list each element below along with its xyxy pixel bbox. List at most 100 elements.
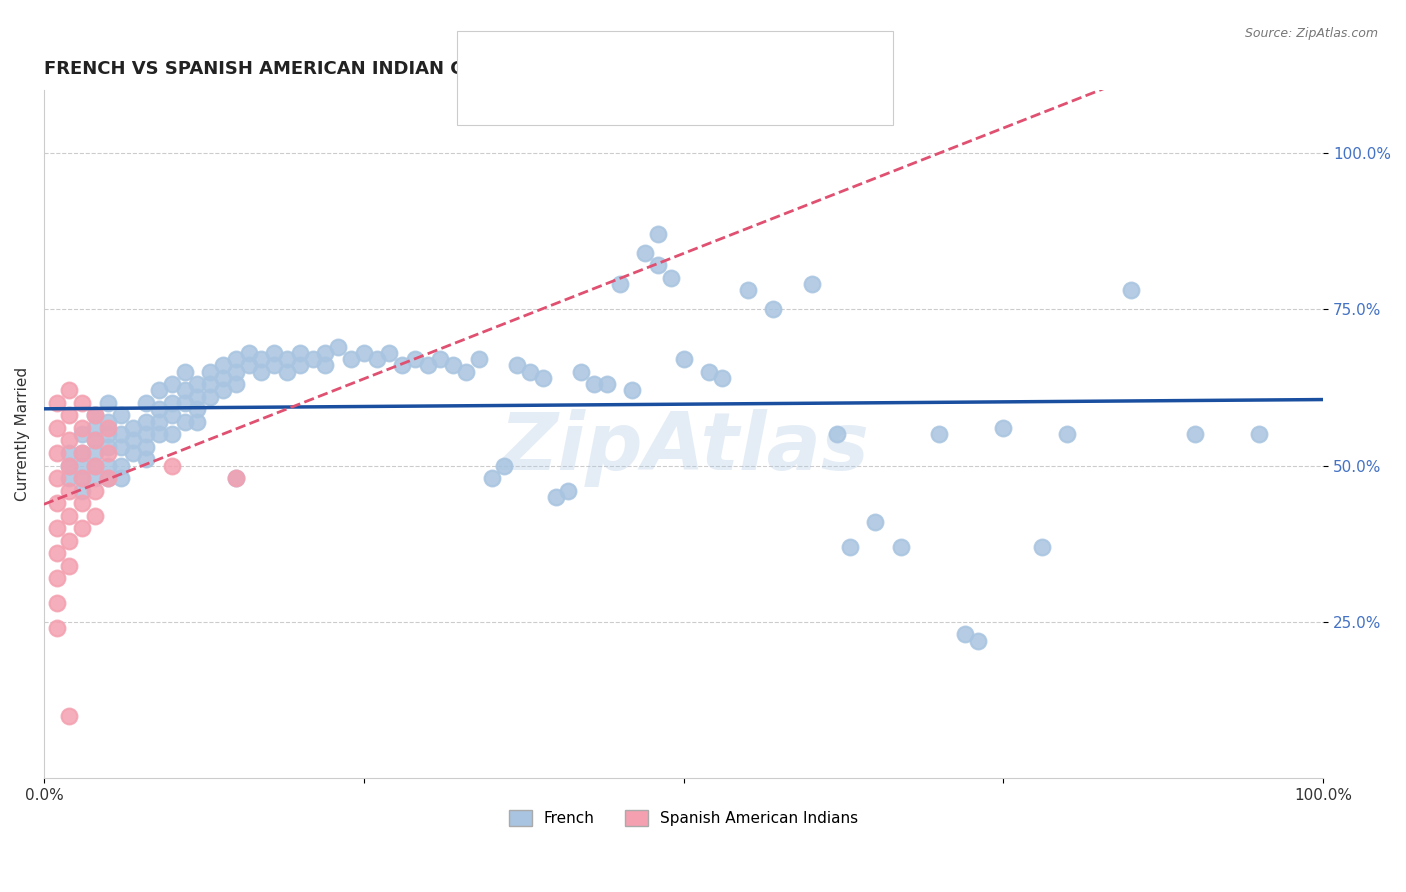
Point	[72, 396, 94, 410]
Point	[135, 396, 157, 410]
Text: 0.131: 0.131	[551, 87, 603, 104]
Point	[1056, 427, 1078, 442]
Text: 35: 35	[652, 87, 675, 104]
Point	[58, 458, 80, 473]
Point	[557, 483, 579, 498]
Point	[97, 458, 120, 473]
Point	[173, 365, 195, 379]
Point	[263, 346, 285, 360]
Point	[122, 434, 145, 448]
Point	[45, 496, 67, 510]
Point	[353, 346, 375, 360]
Point	[58, 409, 80, 423]
Point	[865, 515, 887, 529]
Point	[72, 521, 94, 535]
Point	[84, 409, 107, 423]
Point	[84, 458, 107, 473]
Point	[569, 365, 592, 379]
Point	[148, 384, 170, 398]
Point	[110, 409, 132, 423]
Text: N =: N =	[617, 51, 654, 69]
Point	[531, 371, 554, 385]
Point	[276, 365, 298, 379]
Point	[276, 352, 298, 367]
Point	[58, 471, 80, 485]
Point	[122, 421, 145, 435]
Text: 0.172: 0.172	[551, 51, 603, 69]
Point	[45, 421, 67, 435]
Point	[225, 377, 247, 392]
Point	[710, 371, 733, 385]
Point	[212, 371, 235, 385]
Point	[84, 458, 107, 473]
Point	[84, 421, 107, 435]
Point	[45, 471, 67, 485]
Text: 112: 112	[652, 51, 688, 69]
Point	[58, 458, 80, 473]
Point	[928, 427, 950, 442]
Point	[72, 483, 94, 498]
Point	[225, 471, 247, 485]
Point	[72, 458, 94, 473]
Point	[58, 558, 80, 573]
Point	[97, 446, 120, 460]
Point	[72, 446, 94, 460]
Point	[45, 621, 67, 635]
Point	[84, 471, 107, 485]
Point	[225, 471, 247, 485]
Point	[97, 421, 120, 435]
Point	[110, 427, 132, 442]
Point	[72, 421, 94, 435]
Point	[45, 596, 67, 610]
Point	[340, 352, 363, 367]
Point	[659, 271, 682, 285]
Text: R =: R =	[516, 51, 553, 69]
Point	[468, 352, 491, 367]
Point	[186, 415, 208, 429]
Point	[160, 427, 183, 442]
Point	[186, 402, 208, 417]
Point	[212, 384, 235, 398]
Point	[58, 446, 80, 460]
Point	[647, 259, 669, 273]
Point	[238, 346, 260, 360]
Point	[58, 483, 80, 498]
Point	[72, 471, 94, 485]
Point	[45, 396, 67, 410]
Point	[173, 384, 195, 398]
Point	[135, 452, 157, 467]
Point	[84, 409, 107, 423]
Point	[200, 365, 222, 379]
Point	[135, 440, 157, 454]
Point	[454, 365, 477, 379]
Point	[378, 346, 401, 360]
Point	[97, 396, 120, 410]
Point	[800, 277, 823, 292]
Point	[84, 446, 107, 460]
Point	[148, 427, 170, 442]
Point	[328, 340, 350, 354]
Point	[212, 359, 235, 373]
Point	[72, 427, 94, 442]
Point	[97, 415, 120, 429]
Point	[314, 346, 336, 360]
Point	[314, 359, 336, 373]
Point	[200, 390, 222, 404]
Point	[697, 365, 720, 379]
Point	[160, 377, 183, 392]
Point	[110, 471, 132, 485]
Point	[186, 390, 208, 404]
Point	[301, 352, 323, 367]
Point	[225, 352, 247, 367]
Point	[160, 458, 183, 473]
Point	[238, 359, 260, 373]
Point	[1184, 427, 1206, 442]
Text: N =: N =	[617, 87, 654, 104]
Point	[45, 546, 67, 560]
Point	[160, 409, 183, 423]
Point	[953, 627, 976, 641]
Point	[506, 359, 529, 373]
Point	[263, 359, 285, 373]
Point	[110, 458, 132, 473]
Point	[596, 377, 619, 392]
